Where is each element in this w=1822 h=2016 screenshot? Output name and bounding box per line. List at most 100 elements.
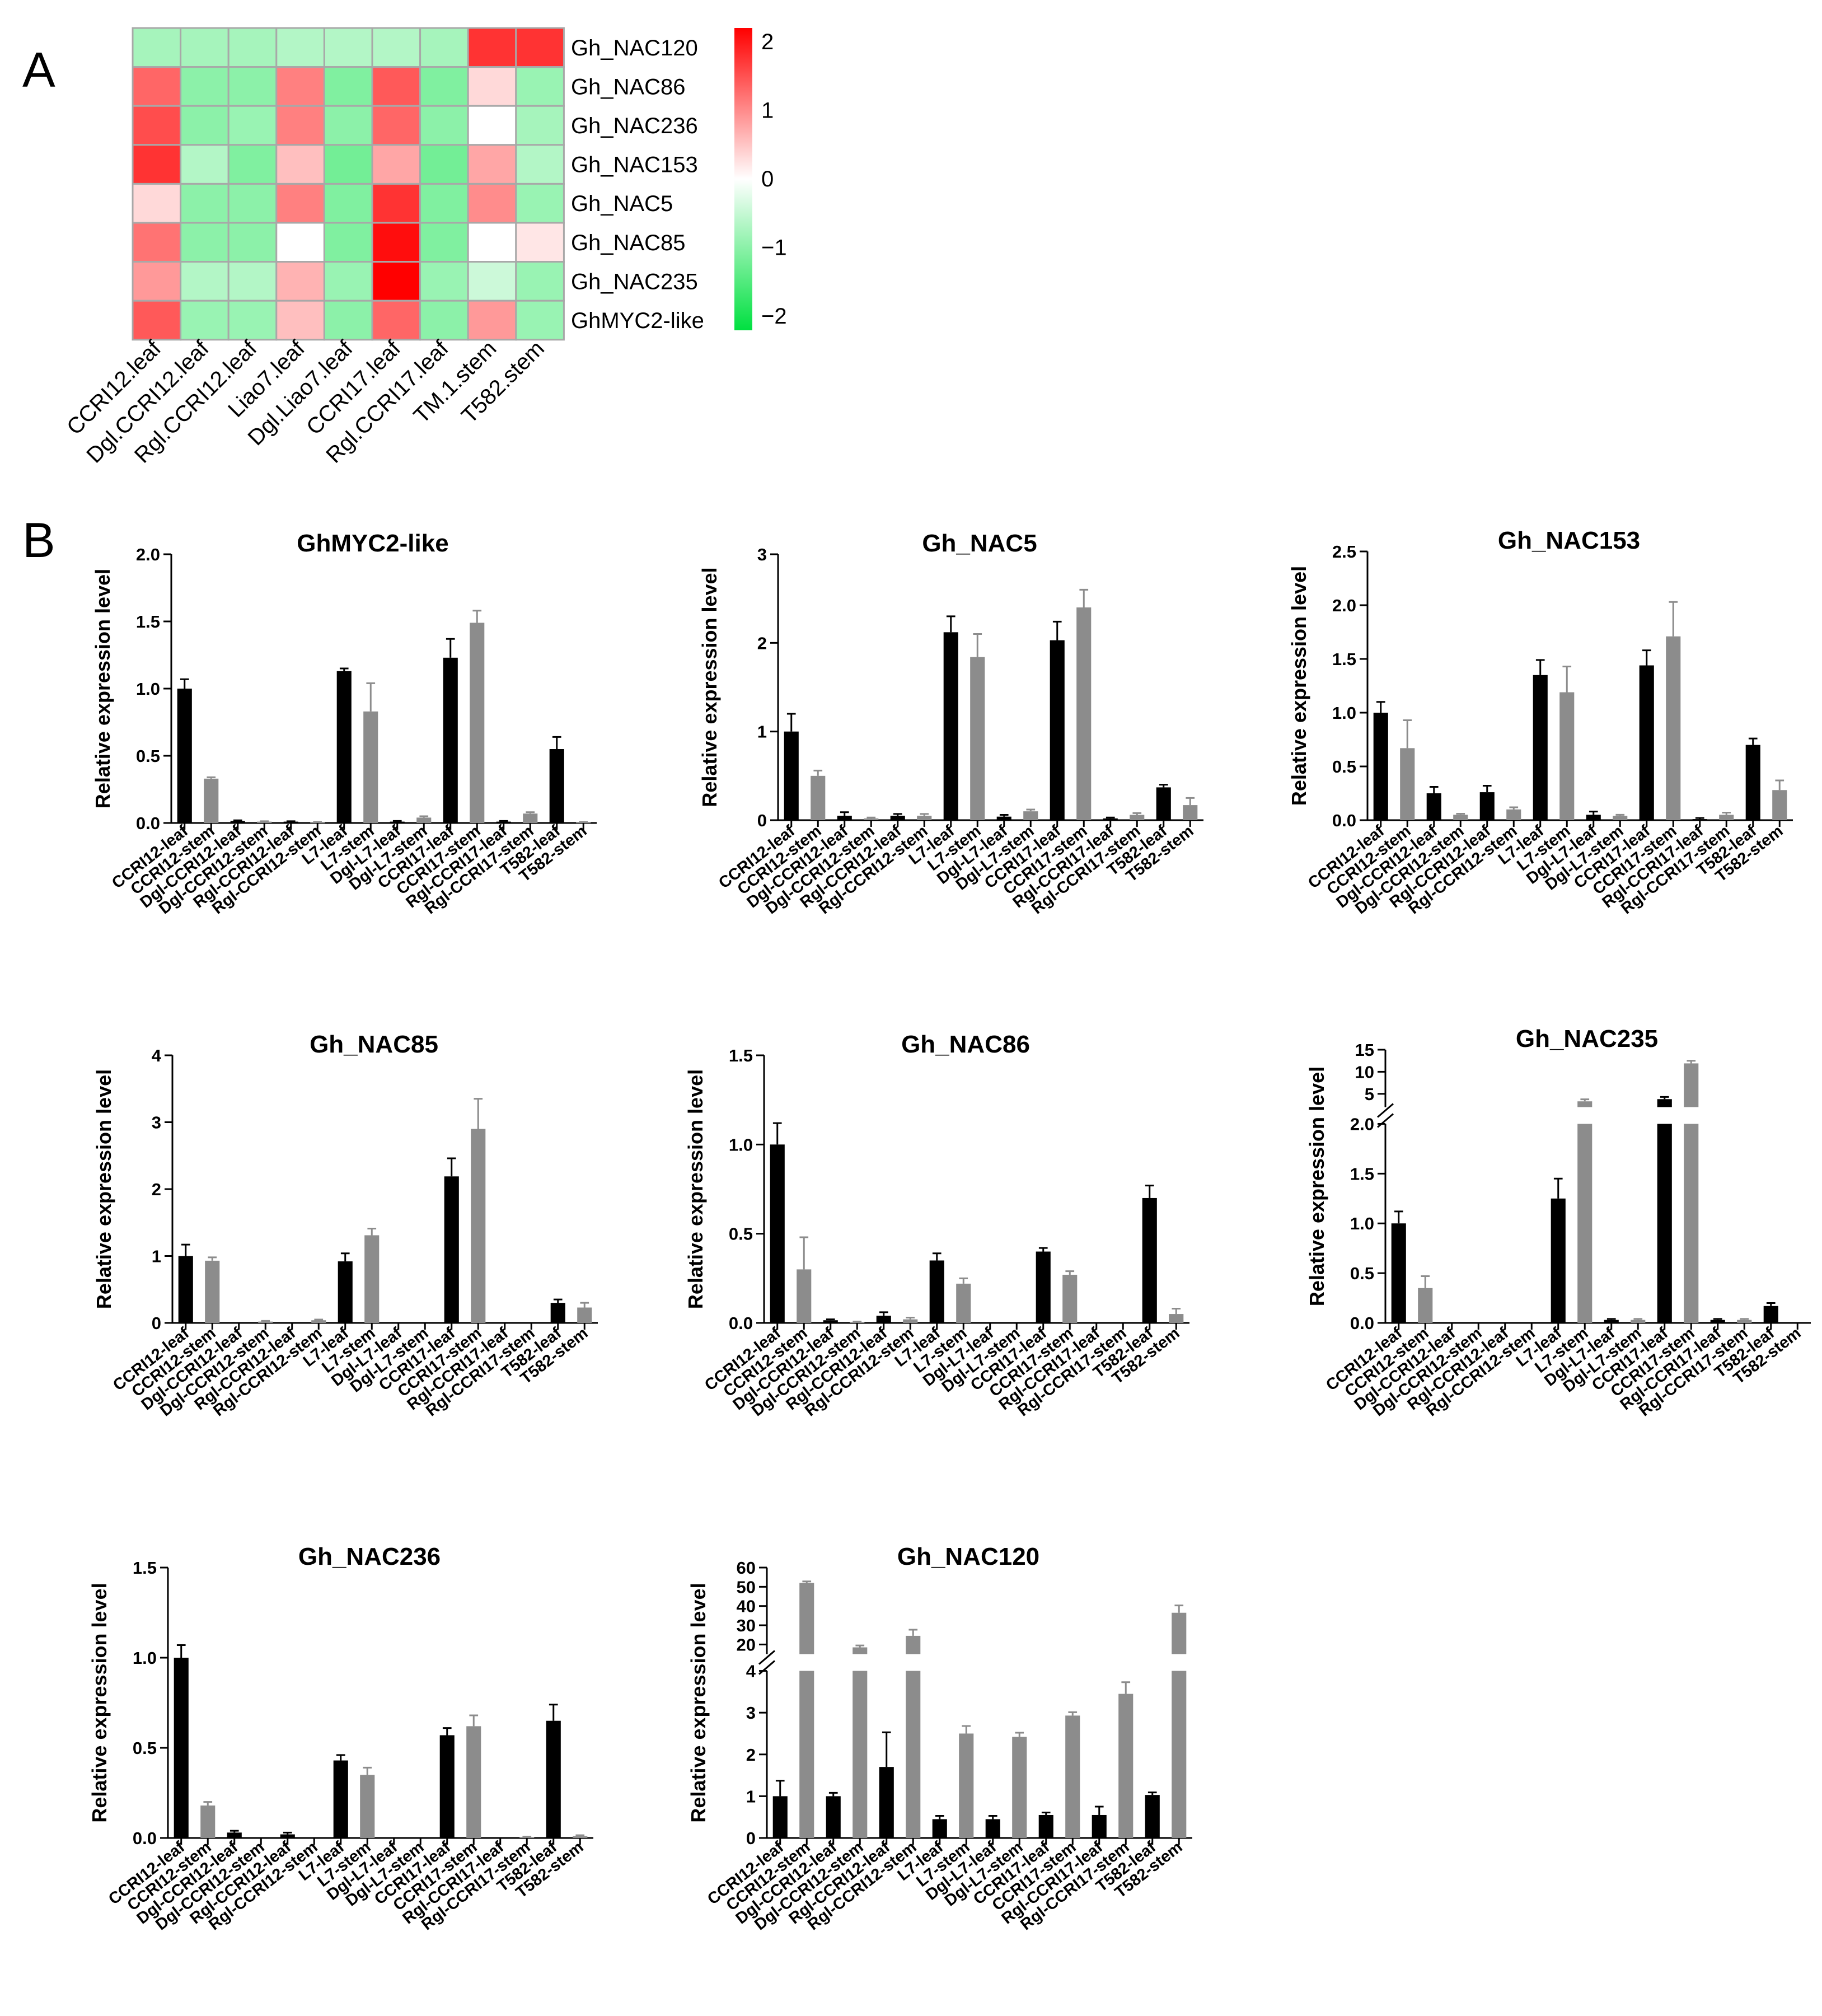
heatmap-row-label: Gh_NAC85 xyxy=(571,231,686,255)
bar xyxy=(1172,1612,1187,1838)
heatmap-cell xyxy=(227,300,278,341)
bar-chart: 0.0 0.5 1.0 1.5 2.0 GhMYC2-like Relative expre… xyxy=(91,530,597,918)
bar-break-gap xyxy=(1170,1654,1188,1671)
colorbar-tick-label: 0 xyxy=(761,167,774,191)
heatmap-cell xyxy=(132,144,182,185)
heatmap-cell xyxy=(515,105,565,146)
heatmap-cell xyxy=(419,144,469,185)
bar xyxy=(1426,793,1441,820)
heatmap-cell xyxy=(467,183,517,224)
y-axis-label: Relative expression level xyxy=(92,1069,115,1309)
heatmap-row-label: Gh_NAC235 xyxy=(571,269,698,294)
bar xyxy=(1745,745,1760,820)
bar xyxy=(546,1720,561,1838)
panel-b-label: B xyxy=(22,512,55,568)
heatmap-cell xyxy=(323,222,373,263)
y-tick-label: 0.0 xyxy=(1350,1313,1374,1333)
y-tick-label: 2 xyxy=(152,1180,161,1199)
bar xyxy=(996,816,1011,820)
heatmap-cell xyxy=(371,300,421,341)
heatmap-cell xyxy=(132,66,182,107)
bar xyxy=(1036,1251,1051,1323)
bar xyxy=(797,1269,812,1323)
chart-title: Gh_NAC85 xyxy=(310,1031,438,1058)
bar-break-gap xyxy=(798,1654,816,1671)
bar xyxy=(1577,1101,1593,1323)
y-tick-label: 40 xyxy=(737,1597,756,1616)
bar xyxy=(1506,809,1521,820)
y-axis-label: Relative expression level xyxy=(684,1069,707,1309)
bar-break-gap xyxy=(1576,1107,1594,1124)
heatmap-row-label: Gh_NAC236 xyxy=(571,114,698,138)
bar xyxy=(879,1767,894,1838)
heatmap-cell xyxy=(180,222,229,263)
bar xyxy=(577,1307,592,1323)
bar xyxy=(1772,790,1787,820)
bar xyxy=(1613,816,1628,820)
chart-title: Gh_NAC236 xyxy=(298,1543,441,1570)
bar xyxy=(864,818,879,820)
axis-break-mark xyxy=(758,1650,775,1665)
heatmap-cell xyxy=(227,144,278,185)
y-tick-label: 4 xyxy=(746,1662,756,1681)
bar xyxy=(390,821,405,823)
heatmap-cell xyxy=(275,300,325,341)
heatmap-cell xyxy=(180,105,229,146)
bar xyxy=(283,821,298,823)
y-tick-label: 1.0 xyxy=(133,1648,157,1668)
bar xyxy=(416,817,432,823)
heatmap-cell xyxy=(323,183,373,224)
bar-break-gap xyxy=(1683,1107,1700,1124)
bar xyxy=(826,1796,841,1838)
bar xyxy=(496,821,511,823)
bar xyxy=(333,1760,348,1838)
y-tick-label: 2.0 xyxy=(136,545,160,564)
bar xyxy=(1666,636,1681,820)
heatmap-cell xyxy=(275,183,325,224)
bar xyxy=(1050,640,1065,820)
heatmap-cell xyxy=(419,27,469,68)
chart-title: Gh_NAC120 xyxy=(897,1543,1039,1570)
heatmap-row-label: Gh_NAC120 xyxy=(571,36,698,60)
heatmap-cell xyxy=(323,27,373,68)
bar xyxy=(959,1733,974,1838)
y-tick-label: 0.5 xyxy=(1332,757,1356,777)
heatmap-cell xyxy=(515,183,565,224)
y-tick-label: 1.5 xyxy=(729,1046,753,1065)
y-tick-label: 0.0 xyxy=(133,1828,157,1848)
heatmap-cell xyxy=(419,183,469,224)
bar xyxy=(1657,1099,1672,1323)
bar xyxy=(956,1283,971,1323)
heatmap-cell xyxy=(419,222,469,263)
heatmap-cell xyxy=(371,222,421,263)
heatmap-cell xyxy=(323,300,373,341)
heatmap-cell xyxy=(275,144,325,185)
y-tick-label: 50 xyxy=(737,1577,756,1597)
heatmap-cell xyxy=(132,222,182,263)
bar xyxy=(929,1260,944,1323)
y-tick-label: 1.5 xyxy=(136,612,160,632)
bar xyxy=(280,1834,295,1838)
bar xyxy=(1103,818,1118,820)
bar xyxy=(1092,1814,1107,1838)
heatmap-cell xyxy=(275,66,325,107)
heatmap-cell xyxy=(371,144,421,185)
y-tick-label: 3 xyxy=(746,1703,756,1723)
heatmap-cell xyxy=(515,27,565,68)
heatmap-cell xyxy=(371,66,421,107)
heatmap-cell xyxy=(180,183,229,224)
bar xyxy=(338,1261,353,1323)
y-tick-label: 0.0 xyxy=(1332,811,1356,830)
bar xyxy=(204,778,219,823)
bar xyxy=(336,671,352,823)
heatmap-cell xyxy=(371,27,421,68)
heatmap-row-label: Gh_NAC5 xyxy=(571,191,673,216)
heatmap-cell xyxy=(467,222,517,263)
heatmap-cell xyxy=(132,300,182,341)
bar xyxy=(177,689,192,823)
bar xyxy=(1533,675,1548,820)
bar xyxy=(985,1819,1000,1838)
